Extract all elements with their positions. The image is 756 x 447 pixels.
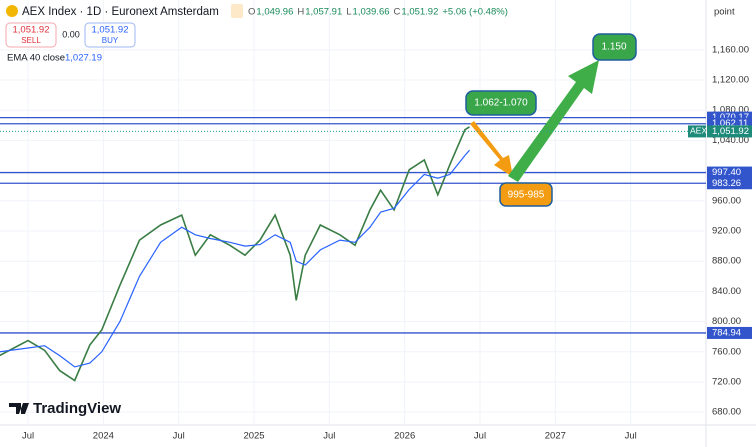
y-tick-label: 680.00 <box>712 407 741 418</box>
badge <box>231 4 243 18</box>
y-tick-label: 720.00 <box>712 376 741 387</box>
buy-button[interactable] <box>84 22 136 48</box>
symbol-icon <box>6 5 18 17</box>
ohlc-value: 1,057.91 <box>305 7 342 18</box>
y-tick-label: 1,160.00 <box>712 44 749 55</box>
ohlc-label: O <box>248 7 255 18</box>
down-arrow <box>470 121 513 177</box>
plot <box>0 116 706 382</box>
x-tick-label: Jul <box>323 431 335 442</box>
brand: TradingView <box>33 400 121 417</box>
y-tick-label: 1,080.00 <box>712 105 749 116</box>
price-axis: 1,160.00 1,120.00 1,080.00 1,040.00 960.00 92… <box>0 44 752 442</box>
ohlc-value: 1,051.92 <box>401 7 438 18</box>
y-tick-label: 840.00 <box>712 286 741 297</box>
buy-price: 1,051.92 <box>92 25 129 36</box>
y-tick-label: 1,120.00 <box>712 75 749 86</box>
x-tick-label: Jul <box>22 431 34 442</box>
y-tick-label: 1,040.00 <box>712 135 749 146</box>
x-tick-label: 2025 <box>243 431 264 442</box>
grid <box>0 0 706 425</box>
level-tag <box>707 117 752 130</box>
ohlc-value: 1,049.96 <box>256 7 293 18</box>
last-price-tag <box>707 125 752 138</box>
symbol-tag: AEX <box>690 126 707 136</box>
level-tag <box>707 326 752 339</box>
indicator-name: EMA 40 close <box>7 53 65 64</box>
ohlc-value: 1,039.66 <box>353 7 390 18</box>
axis-unit: point <box>714 7 735 18</box>
level-label: 983.26 <box>712 178 741 189</box>
sell-label: SELL <box>21 36 41 45</box>
last-price-label: 1,051.92 <box>712 126 749 137</box>
annotation-box <box>499 182 553 207</box>
annotation: 1.062-1.070 <box>474 98 528 109</box>
buy-label: BUY <box>102 36 119 45</box>
y-tick-label: 880.00 <box>712 256 741 267</box>
y-tick-label: 960.00 <box>712 195 741 206</box>
x-tick-label: Jul <box>474 431 486 442</box>
annotation-box <box>465 90 537 116</box>
annotation: 995-985 <box>508 190 545 201</box>
level-label: 784.94 <box>712 327 741 338</box>
sell-price: 1,051.92 <box>13 25 50 36</box>
change: +5.06 (+0.48%) <box>442 7 508 18</box>
sell-button[interactable] <box>5 22 57 48</box>
x-tick-label: 2026 <box>394 431 415 442</box>
series-line <box>0 126 470 382</box>
annotation-box <box>592 33 637 61</box>
symbol-tag-bg <box>688 125 706 138</box>
series-line <box>0 149 470 368</box>
y-tick-label: 800.00 <box>712 316 741 327</box>
up-arrow <box>508 60 599 182</box>
brand-logo <box>9 403 29 414</box>
level-tag <box>707 177 752 190</box>
spread: 0.00 <box>62 29 80 39</box>
annotation: 1.150 <box>601 42 626 53</box>
symbol-title: AEX Index · 1D · Euronext Amsterdam <box>22 6 219 18</box>
level-label: 997.40 <box>712 167 741 178</box>
level-label: 1,062.11 <box>712 118 748 129</box>
ohlc-label: H <box>297 7 304 18</box>
level-tag <box>707 166 752 179</box>
level-label: 1,070.17 <box>712 112 749 123</box>
ohlc-label: C <box>394 7 401 18</box>
x-tick-label: Jul <box>625 431 637 442</box>
x-tick-label: 2024 <box>93 431 114 442</box>
y-tick-label: 760.00 <box>712 346 741 357</box>
x-tick-label: 2027 <box>545 431 566 442</box>
ohlc-label: L <box>346 7 351 18</box>
indicator-value: 1,027.19 <box>65 53 102 64</box>
ohlc: O 1,049.96 H 1,057.91 L 1,039.66 C 1,051.92 +5.0… <box>248 7 508 18</box>
y-tick-label: 920.00 <box>712 226 741 237</box>
x-tick-label: Jul <box>173 431 185 442</box>
